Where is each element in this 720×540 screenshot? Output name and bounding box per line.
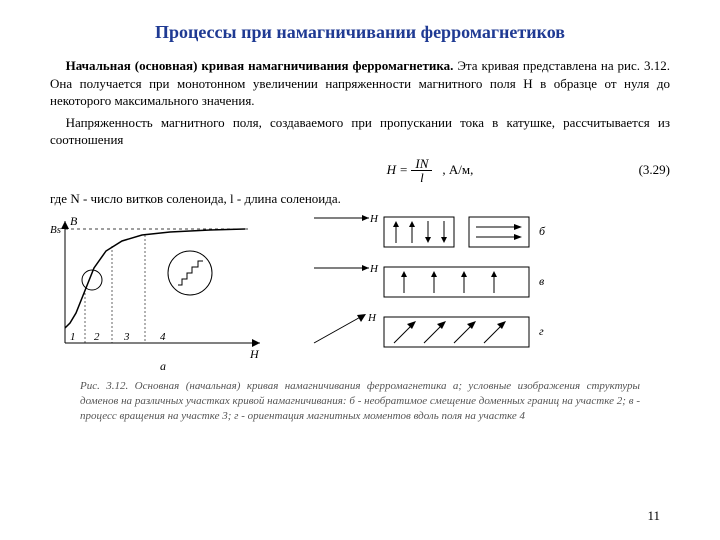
equation: H = IN l , А/м, <box>250 157 610 184</box>
row-v-label: в <box>539 274 544 288</box>
row-v-h: H <box>369 263 379 275</box>
paragraph-1: Начальная (основная) кривая намагничиван… <box>50 57 670 110</box>
page-container: Процессы при намагничивании ферромагнети… <box>0 0 720 434</box>
page-number: 11 <box>647 508 660 524</box>
bs-label: Bs <box>50 224 61 236</box>
eq-denominator: l <box>416 171 428 184</box>
region-3: 3 <box>123 331 130 343</box>
eq-numerator: IN <box>411 157 432 171</box>
x-axis-label: H <box>249 347 260 361</box>
eq-sign: = <box>400 162 407 178</box>
region-4: 4 <box>160 331 166 343</box>
mag-curve <box>65 229 245 328</box>
figure-right-domains: H б H <box>304 213 564 373</box>
figure-caption: Рис. 3.12. Основная (начальная) кривая н… <box>80 379 640 424</box>
row-g: H г <box>314 312 544 347</box>
fig-left-caption: а <box>160 359 166 373</box>
figure-row: B H Bs 1 2 3 4 а <box>50 213 670 373</box>
curve-group: B H Bs 1 2 3 4 а <box>50 214 260 373</box>
row-b-h: H <box>369 213 379 225</box>
eq-fraction: IN l <box>411 157 432 184</box>
paragraph-3: где N - число витков соленоида, l - длин… <box>50 190 670 208</box>
row-v: H в <box>314 263 544 297</box>
row-g-h: H <box>367 312 377 324</box>
row-b-label: б <box>539 224 546 238</box>
figure-left-curve: B H Bs 1 2 3 4 а <box>50 213 280 373</box>
region-1: 1 <box>70 331 76 343</box>
paragraph-2: Напряженность магнитного поля, создаваем… <box>50 114 670 149</box>
y-axis-label: B <box>70 214 78 228</box>
eq-lhs: H <box>387 162 396 178</box>
eq-unit: , А/м, <box>442 162 473 178</box>
page-title: Процессы при намагничивании ферромагнети… <box>50 22 670 43</box>
row-g-label: г <box>539 324 544 338</box>
region-2: 2 <box>94 331 100 343</box>
eq-ref: (3.29) <box>610 162 670 178</box>
row-b: H б <box>314 213 546 247</box>
equation-row: H = IN l , А/м, (3.29) <box>50 157 670 184</box>
para1-lead: Начальная (основная) кривая намагничиван… <box>66 58 454 73</box>
